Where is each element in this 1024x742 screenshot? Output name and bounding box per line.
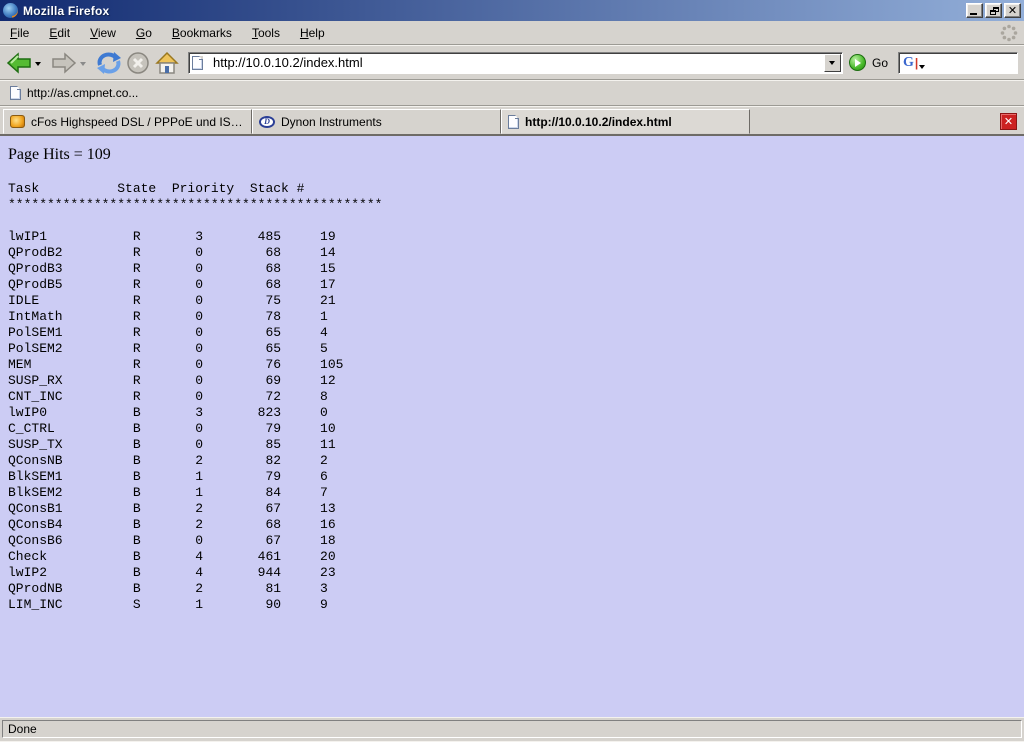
tab-cfos[interactable]: cFos Highspeed DSL / PPPoE und ISDN CAP.… — [3, 109, 252, 134]
menu-bar: File Edit View Go Bookmarks Tools Help — [0, 21, 1024, 45]
bookmarks-toolbar: http://as.cmpnet.co... — [0, 80, 1024, 106]
minimize-icon — [970, 13, 977, 15]
dynon-icon: D — [259, 115, 275, 128]
forward-button[interactable] — [51, 51, 92, 74]
back-dropdown-arrow[interactable] — [35, 61, 41, 66]
google-logo-icon: G — [903, 54, 914, 70]
forward-arrow-icon — [52, 51, 77, 74]
tab-label: cFos Highspeed DSL / PPPoE und ISDN CAP.… — [31, 114, 245, 129]
url-bar[interactable] — [188, 51, 843, 74]
restore-icon — [990, 7, 999, 15]
restore-button[interactable] — [985, 3, 1002, 18]
close-icon: ✕ — [1007, 4, 1018, 17]
page-icon — [508, 114, 519, 129]
tab-label: http://10.0.10.2/index.html — [525, 114, 672, 129]
reload-button[interactable] — [96, 51, 122, 75]
menu-edit[interactable]: Edit — [49, 25, 71, 40]
google-logo-accent: | — [914, 55, 919, 70]
navigation-toolbar: Go G| — [0, 45, 1024, 80]
tab-bar: cFos Highspeed DSL / PPPoE und ISDN CAP.… — [0, 106, 1024, 136]
page-icon — [192, 55, 203, 70]
back-arrow-icon — [6, 51, 31, 74]
menu-file[interactable]: File — [10, 25, 30, 40]
firefox-logo-icon — [3, 3, 18, 18]
go-button[interactable]: Go — [848, 54, 888, 71]
tab-label: Dynon Instruments — [281, 114, 382, 129]
window-controls: ✕ — [966, 3, 1021, 18]
reload-icon — [97, 51, 121, 74]
page-hits-text: Page Hits = 109 — [8, 146, 111, 163]
menu-tools[interactable]: Tools — [251, 25, 280, 40]
search-engine-dropdown-arrow[interactable] — [919, 64, 926, 69]
minimize-button[interactable] — [966, 3, 983, 18]
menu-bookmarks[interactable]: Bookmarks — [171, 25, 232, 40]
back-button[interactable] — [6, 51, 47, 74]
cfos-icon — [10, 115, 25, 128]
stop-icon — [127, 51, 149, 74]
search-input[interactable] — [925, 55, 1024, 70]
task-table-pre: Task State Priority Stack # ************… — [8, 181, 383, 612]
search-box[interactable]: G | — [898, 51, 1024, 74]
menu-help[interactable]: Help — [299, 25, 325, 40]
menu-go[interactable]: Go — [135, 25, 152, 40]
home-button[interactable] — [154, 51, 180, 75]
close-button[interactable]: ✕ — [1004, 3, 1021, 18]
stop-button[interactable] — [126, 51, 150, 75]
status-text: Done — [2, 720, 1022, 738]
go-label: Go — [871, 55, 888, 70]
page-content: Page Hits = 109 Task State Priority Stac… — [0, 136, 1024, 717]
window-title: Mozilla Firefox — [23, 3, 110, 18]
url-input[interactable] — [209, 55, 824, 70]
bookmark-label: http://as.cmpnet.co... — [27, 86, 139, 100]
throbber-icon — [1000, 24, 1018, 42]
tab-index-html-active[interactable]: http://10.0.10.2/index.html — [501, 109, 750, 134]
tab-dynon[interactable]: D Dynon Instruments — [252, 109, 501, 134]
status-bar: Done — [0, 717, 1024, 741]
close-tab-button[interactable]: ✕ — [1000, 113, 1017, 130]
menu-view[interactable]: View — [90, 25, 116, 40]
url-dropdown-button[interactable] — [823, 53, 841, 72]
title-bar: Mozilla Firefox ✕ — [0, 0, 1024, 21]
home-icon — [155, 51, 179, 74]
bookmark-item[interactable]: http://as.cmpnet.co... — [6, 84, 142, 102]
forward-dropdown-arrow[interactable] — [80, 61, 86, 66]
bookmark-page-icon — [10, 86, 21, 100]
go-icon — [848, 54, 866, 71]
